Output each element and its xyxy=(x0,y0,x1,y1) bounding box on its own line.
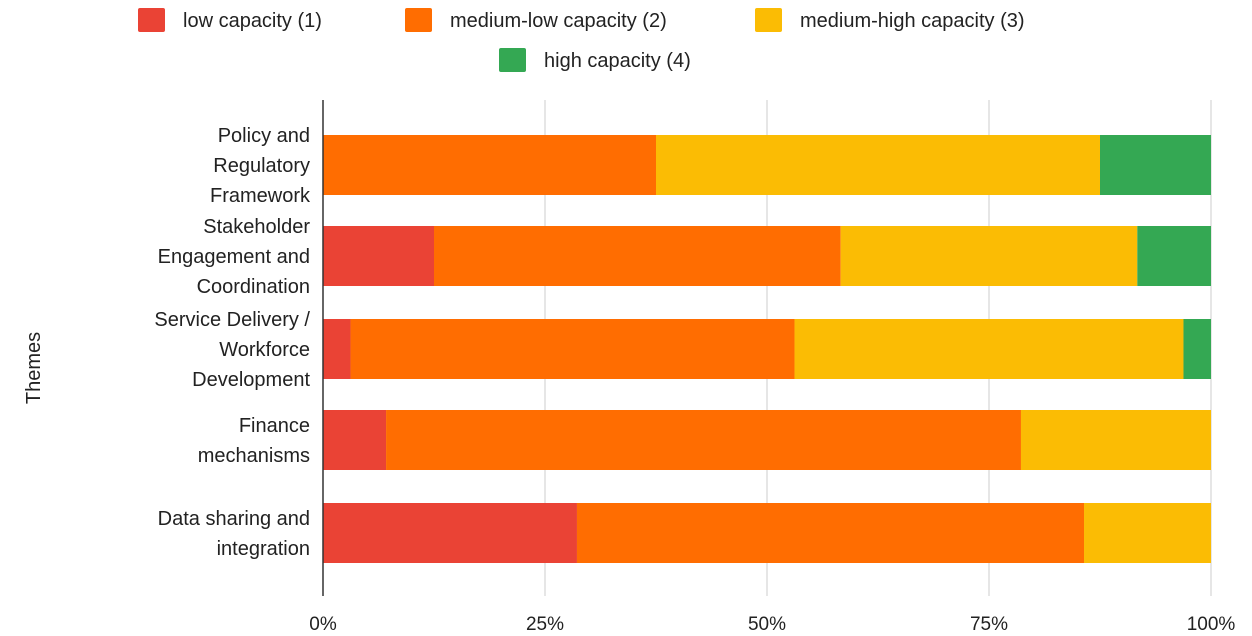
x-tick-label: 100% xyxy=(1187,614,1236,635)
bar-segment xyxy=(576,503,1085,563)
bar-segment xyxy=(323,226,434,286)
bar-segment xyxy=(1183,319,1211,379)
x-tick-label: 75% xyxy=(970,614,1008,635)
y-category-label: Finance xyxy=(239,415,310,437)
bar-segment xyxy=(1100,135,1211,195)
y-category-label: Service Delivery / xyxy=(154,309,310,331)
bar-segment xyxy=(1020,410,1211,470)
y-category-label: Coordination xyxy=(197,276,310,298)
bar-segment xyxy=(794,319,1184,379)
bar-segment xyxy=(323,503,577,563)
y-axis-title: Themes xyxy=(23,332,45,404)
bar-segment xyxy=(323,135,656,195)
y-category-label: Regulatory xyxy=(213,155,310,177)
y-category-label: Policy and xyxy=(218,125,310,147)
legend-label: low capacity (1) xyxy=(183,10,322,32)
x-tick-label: 25% xyxy=(526,614,564,635)
bar-segment xyxy=(656,135,1100,195)
legend-label: high capacity (4) xyxy=(544,50,691,72)
y-category-label: Framework xyxy=(210,185,311,207)
y-category-label: Workforce xyxy=(219,339,310,361)
bar-segment xyxy=(350,319,795,379)
y-category-label: integration xyxy=(217,538,310,560)
y-category-label: Data sharing and xyxy=(158,508,310,530)
legend: low capacity (1) medium-low capacity (2) m… xyxy=(138,8,1025,72)
bar-segment xyxy=(1137,226,1211,286)
bar-segment xyxy=(386,410,1021,470)
bar-segment xyxy=(323,410,387,470)
bar-segment xyxy=(434,226,841,286)
x-tick-label: 50% xyxy=(748,614,786,635)
legend-swatch xyxy=(405,8,432,32)
y-category-label: mechanisms xyxy=(198,445,310,467)
legend-label: medium-high capacity (3) xyxy=(800,10,1025,32)
bar-segment xyxy=(1084,503,1211,563)
legend-swatch xyxy=(138,8,165,32)
legend-label: medium-low capacity (2) xyxy=(450,10,667,32)
axes: 0% 25% 50% 75% 100% Policy and Regulatory Frame… xyxy=(154,100,1235,635)
bar-segment xyxy=(323,319,351,379)
legend-swatch xyxy=(755,8,782,32)
x-tick-label: 0% xyxy=(309,614,337,635)
y-category-label: Engagement and xyxy=(158,246,310,268)
bar-segment xyxy=(840,226,1138,286)
bars xyxy=(323,135,1211,563)
y-category-label: Stakeholder xyxy=(203,216,310,238)
legend-swatch xyxy=(499,48,526,72)
y-category-label: Development xyxy=(192,369,310,391)
